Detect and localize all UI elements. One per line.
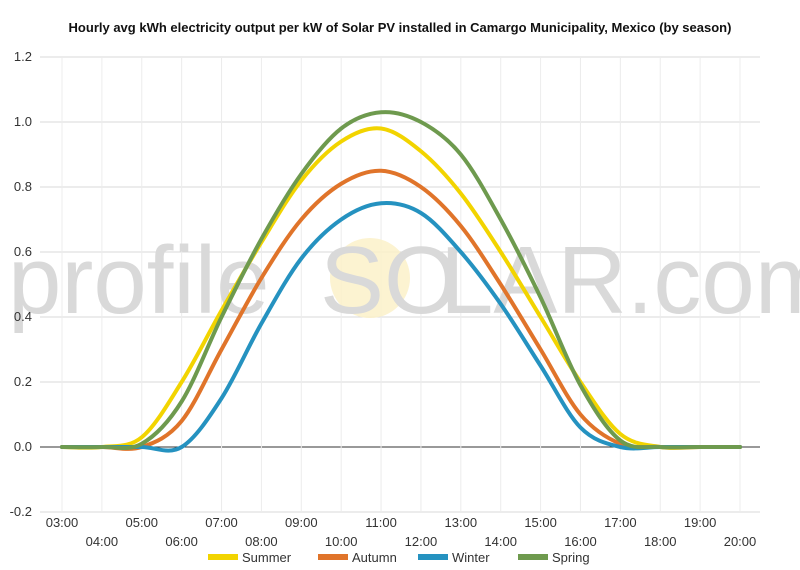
legend-label-autumn: Autumn bbox=[352, 550, 397, 565]
x-tick-label: 09:00 bbox=[285, 515, 318, 530]
legend-swatch-spring bbox=[518, 554, 548, 560]
y-tick-label: 0.4 bbox=[14, 309, 32, 324]
y-tick-label: 0.0 bbox=[14, 439, 32, 454]
series-line-spring bbox=[60, 110, 742, 451]
legend-swatch-winter bbox=[418, 554, 448, 560]
y-tick-label: -0.2 bbox=[10, 504, 32, 519]
x-tick-label: 04:00 bbox=[86, 534, 119, 549]
y-tick-label: 0.2 bbox=[14, 374, 32, 389]
x-tick-label: 16:00 bbox=[564, 534, 597, 549]
legend-swatch-summer bbox=[208, 554, 238, 560]
x-tick-label: 13:00 bbox=[445, 515, 478, 530]
x-tick-label: 19:00 bbox=[684, 515, 717, 530]
y-tick-label: 0.6 bbox=[14, 244, 32, 259]
x-tick-label: 11:00 bbox=[365, 515, 397, 530]
x-tick-label: 07:00 bbox=[205, 515, 238, 530]
x-tick-label: 14:00 bbox=[484, 534, 517, 549]
series-line-summer bbox=[60, 126, 742, 450]
legend-swatch-autumn bbox=[318, 554, 348, 560]
watermark-sun-icon bbox=[330, 238, 410, 318]
x-tick-label: 15:00 bbox=[524, 515, 557, 530]
legend-label-winter: Winter bbox=[452, 550, 490, 565]
series-line-autumn bbox=[60, 168, 742, 451]
legend-layer: Summer Autumn Winter Spring bbox=[208, 550, 590, 565]
legend-label-spring: Spring bbox=[552, 550, 590, 565]
x-tick-label: 20:00 bbox=[724, 534, 757, 549]
x-tick-label: 18:00 bbox=[644, 534, 677, 549]
chart-title: Hourly avg kWh electricity output per kW… bbox=[68, 20, 732, 35]
y-tick-label: 0.8 bbox=[14, 179, 32, 194]
x-tick-label: 08:00 bbox=[245, 534, 278, 549]
y-tick-label: 1.0 bbox=[14, 114, 32, 129]
series-line-winter bbox=[60, 201, 742, 453]
x-tick-label: 06:00 bbox=[165, 534, 198, 549]
x-tick-label: 12:00 bbox=[405, 534, 438, 549]
watermark-text-left: profile bbox=[8, 227, 269, 334]
x-tick-label: 10:00 bbox=[325, 534, 358, 549]
watermark-text-sun: SO bbox=[320, 227, 459, 334]
legend-label-summer: Summer bbox=[242, 550, 292, 565]
series-layer bbox=[60, 110, 742, 453]
x-tick-label: 17:00 bbox=[604, 515, 637, 530]
y-tick-label: 1.2 bbox=[14, 49, 32, 64]
x-tick-label: 05:00 bbox=[125, 515, 158, 530]
x-tick-label: 03:00 bbox=[46, 515, 79, 530]
axis-layer: -0.2 0.0 0.2 0.4 0.6 0.8 1.0 1.2 03:00 04:00 05:00… bbox=[10, 49, 757, 549]
